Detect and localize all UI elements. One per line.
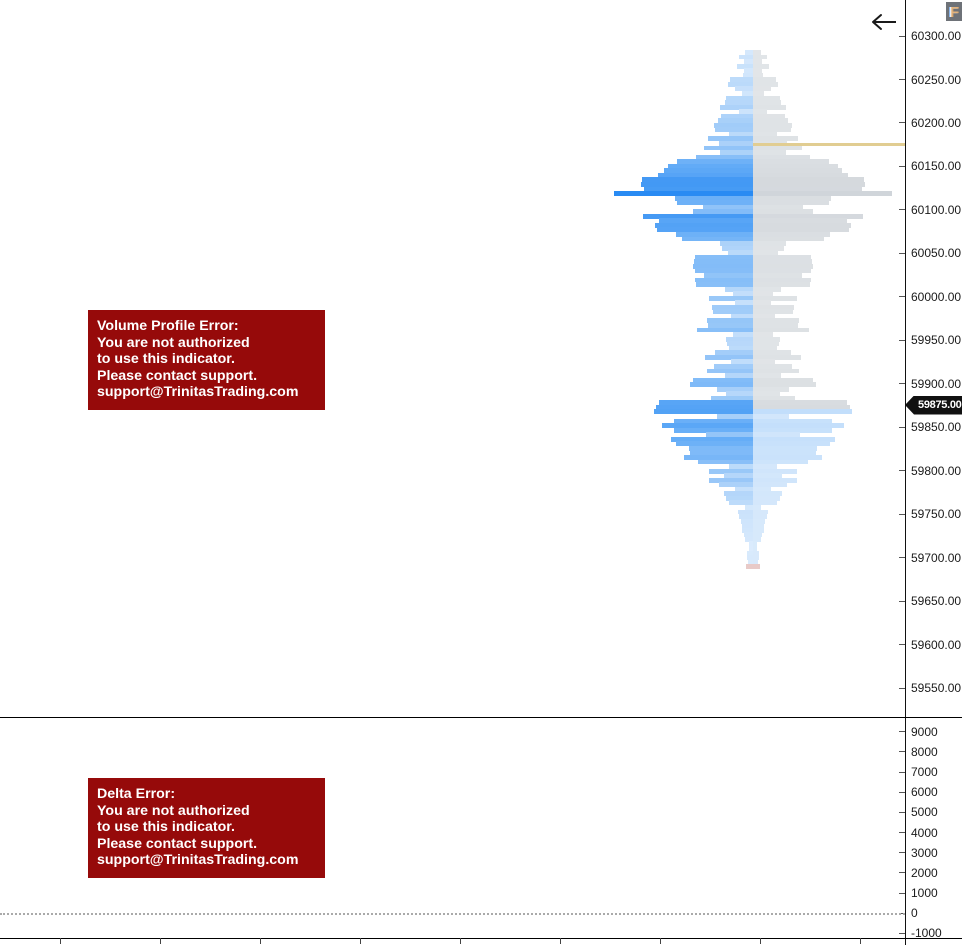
svg-text:F: F xyxy=(950,4,959,21)
